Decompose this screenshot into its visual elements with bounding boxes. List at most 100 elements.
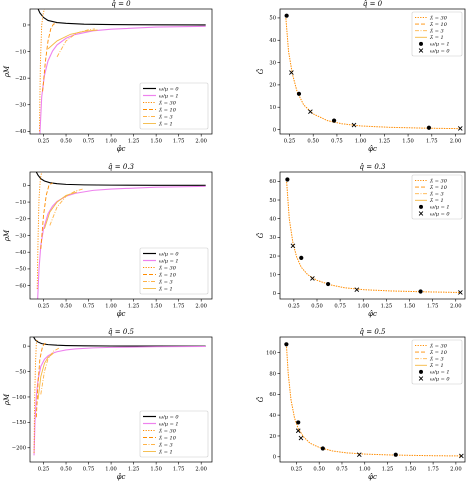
point-omega-0 bbox=[295, 428, 301, 434]
x-tick-label: 1.25 bbox=[128, 139, 140, 145]
legend-label: λ̃ = 10 bbox=[158, 272, 177, 278]
y-axis-label: Ĝ bbox=[256, 396, 265, 402]
axes-frame bbox=[279, 336, 466, 463]
x-tick-label: 1.75 bbox=[173, 304, 185, 310]
legend-label: λ̃ = 10 bbox=[429, 350, 448, 356]
y-tick-label: 80 bbox=[269, 371, 276, 377]
panel-title: q̂ = 0.3 bbox=[108, 162, 134, 171]
legend-label: λ̃ = 1 bbox=[429, 363, 444, 369]
legend-label: λ̃ = 30 bbox=[158, 265, 177, 271]
legend-label: λ̃ = 3 bbox=[429, 357, 444, 363]
y-axis-label: ρM bbox=[3, 229, 11, 242]
legend-label: ω/μ = 0 bbox=[430, 376, 450, 382]
legend-label: ω/μ = 1 bbox=[159, 258, 179, 264]
series-line-3 bbox=[39, 9, 45, 132]
x-tick-label: 0.25 bbox=[38, 467, 50, 473]
y-tick-label: 10 bbox=[269, 273, 276, 279]
x-axis-label: φ̂c bbox=[368, 144, 377, 153]
point-omega-1 bbox=[393, 452, 398, 457]
y-tick-label: 30 bbox=[269, 60, 276, 66]
y-tick-label: 0 bbox=[273, 455, 276, 461]
legend-marker-cross bbox=[418, 376, 424, 381]
legend-label: λ̃ = 30 bbox=[158, 428, 177, 434]
x-tick-label: 1.75 bbox=[426, 139, 438, 145]
legend-marker-cross bbox=[418, 211, 424, 216]
y-tick-label: 40 bbox=[269, 413, 276, 419]
x-tick-label: 0.75 bbox=[336, 467, 348, 473]
x-axis-label: φ̂c bbox=[368, 309, 377, 318]
series-line-4 bbox=[35, 342, 46, 418]
series-line-5 bbox=[56, 28, 95, 58]
legend-label: λ̃ = 30 bbox=[158, 100, 177, 106]
y-tick-label: −150 bbox=[12, 420, 26, 426]
point-omega-1 bbox=[326, 281, 331, 287]
plot-area bbox=[284, 342, 464, 459]
legend-box bbox=[139, 410, 209, 458]
y-tick-label: −100 bbox=[12, 395, 26, 401]
point-omega-0 bbox=[289, 70, 294, 75]
legend-marker-dot bbox=[419, 204, 423, 209]
series-line-1 bbox=[35, 172, 206, 186]
point-omega-1 bbox=[296, 420, 301, 425]
y-tick-label: 20 bbox=[269, 254, 276, 260]
axes-frame bbox=[279, 171, 466, 300]
panel-1: q̂ = 0 0.25 0.50 0.75 1.00 1.25 1.50 1.75 2.00 −4… bbox=[3, 0, 213, 153]
series-line-3 bbox=[36, 172, 43, 289]
fit-curve bbox=[285, 344, 461, 457]
x-tick-label: 1.00 bbox=[359, 467, 371, 473]
x-tick-label: 0.50 bbox=[311, 304, 323, 310]
x-tick-label: 0.25 bbox=[284, 139, 296, 145]
y-tick-label: −10 bbox=[15, 200, 26, 206]
x-tick-label: 1.75 bbox=[173, 139, 185, 145]
legend-box bbox=[139, 247, 209, 295]
x-tick-label: 1.75 bbox=[427, 304, 439, 310]
x-tick-label: 2.00 bbox=[195, 467, 207, 473]
axes-frame bbox=[29, 336, 213, 463]
x-tick-label: 1.75 bbox=[173, 467, 185, 473]
x-tick-label: 0.50 bbox=[313, 467, 325, 473]
x-tick-label: 1.25 bbox=[379, 139, 391, 145]
x-axis-label: φ̂c bbox=[117, 472, 126, 481]
y-axis-label: Ĝ bbox=[256, 68, 265, 74]
x-tick-label: 0.75 bbox=[83, 304, 95, 310]
plot-area bbox=[35, 172, 206, 299]
legend-label: λ̃ = 1 bbox=[429, 198, 444, 204]
series-line-1 bbox=[37, 9, 206, 26]
x-tick-label: 1.50 bbox=[150, 304, 162, 310]
x-tick-label: 1.50 bbox=[405, 467, 417, 473]
point-omega-0 bbox=[308, 109, 313, 114]
x-tick-label: 0.50 bbox=[307, 139, 319, 145]
panel-title: q̂ = 0.5 bbox=[360, 327, 386, 336]
plot-area bbox=[285, 177, 463, 295]
point-omega-0 bbox=[459, 453, 464, 459]
legend-label: λ̃ = 1 bbox=[158, 121, 173, 127]
y-tick-label: −20 bbox=[15, 76, 26, 82]
y-tick-label: −40 bbox=[15, 250, 26, 256]
x-tick-label: 0.25 bbox=[288, 304, 300, 310]
legend-label: λ̃ = 1 bbox=[158, 286, 173, 292]
legend-label: λ̃ = 10 bbox=[158, 107, 177, 113]
x-tick-label: 1.25 bbox=[128, 467, 140, 473]
panel-title: q̂ = 0 bbox=[363, 0, 383, 8]
legend-marker-dot bbox=[419, 41, 423, 46]
y-tick-label: 0 bbox=[23, 344, 26, 350]
x-tick-label: 1.25 bbox=[128, 304, 140, 310]
point-omega-1 bbox=[299, 255, 304, 261]
point-omega-1 bbox=[426, 125, 432, 130]
x-tick-label: 1.50 bbox=[150, 467, 162, 473]
x-tick-label: 0.25 bbox=[291, 467, 303, 473]
series-line-4 bbox=[42, 22, 58, 92]
legend-label: ω/μ = 0 bbox=[159, 414, 179, 420]
x-axis-label: φ̂c bbox=[117, 144, 126, 153]
legend-box bbox=[411, 174, 463, 220]
series-line-6 bbox=[37, 352, 54, 400]
y-tick-label: −40 bbox=[15, 129, 26, 135]
x-tick-label: 0.75 bbox=[83, 467, 95, 473]
legend-marker-cross bbox=[418, 48, 424, 53]
plot-area bbox=[33, 337, 206, 456]
y-tick-label: 100 bbox=[266, 350, 276, 356]
x-tick-label: 1.75 bbox=[427, 467, 439, 473]
x-axis-label: φ̂c bbox=[368, 472, 377, 481]
y-tick-label: −20 bbox=[15, 217, 26, 223]
legend-label: λ̃ = 30 bbox=[429, 343, 448, 349]
